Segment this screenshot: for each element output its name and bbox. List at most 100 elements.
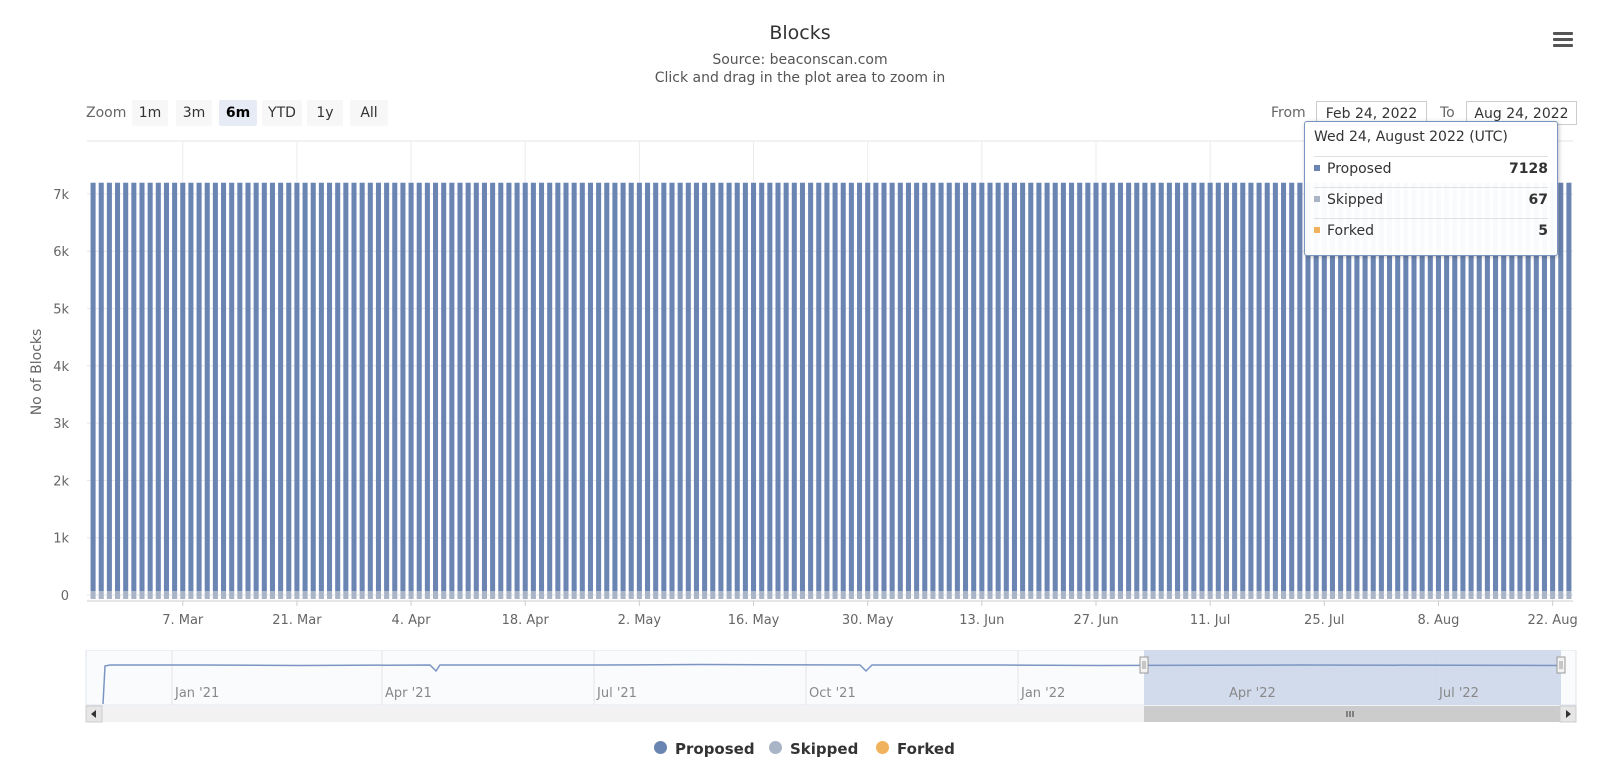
bar-skipped[interactable] bbox=[408, 591, 414, 599]
bar-proposed[interactable] bbox=[1044, 182, 1050, 592]
bar-proposed[interactable] bbox=[115, 182, 121, 592]
bar-proposed[interactable] bbox=[375, 182, 381, 592]
bar-proposed[interactable] bbox=[791, 182, 797, 592]
bar-proposed[interactable] bbox=[1191, 182, 1197, 592]
legend-item-forked[interactable]: Forked bbox=[876, 740, 955, 758]
bar-skipped[interactable] bbox=[245, 591, 251, 599]
bar-skipped[interactable] bbox=[522, 591, 528, 599]
bar-proposed[interactable] bbox=[1223, 182, 1229, 592]
bar-proposed[interactable] bbox=[1264, 182, 1270, 592]
bar-skipped[interactable] bbox=[1183, 591, 1189, 599]
bar-proposed[interactable] bbox=[229, 182, 235, 592]
bar-proposed[interactable] bbox=[987, 182, 993, 592]
bar-skipped[interactable] bbox=[1011, 591, 1017, 599]
bar-skipped[interactable] bbox=[1052, 591, 1058, 599]
bar-skipped[interactable] bbox=[335, 591, 341, 599]
bar-proposed[interactable] bbox=[1085, 182, 1091, 592]
bar-proposed[interactable] bbox=[799, 182, 805, 592]
bar-skipped[interactable] bbox=[367, 591, 373, 599]
bar-skipped[interactable] bbox=[1020, 591, 1026, 599]
bar-proposed[interactable] bbox=[1248, 182, 1254, 592]
bar-proposed[interactable] bbox=[636, 182, 642, 592]
bar-skipped[interactable] bbox=[1370, 591, 1376, 599]
bar-proposed[interactable] bbox=[294, 182, 300, 592]
bar-proposed[interactable] bbox=[677, 182, 683, 592]
bar-skipped[interactable] bbox=[229, 591, 235, 599]
bar-proposed[interactable] bbox=[751, 182, 757, 592]
bar-skipped[interactable] bbox=[620, 591, 626, 599]
bar-skipped[interactable] bbox=[465, 591, 471, 599]
bar-proposed[interactable] bbox=[1403, 182, 1409, 592]
bar-proposed[interactable] bbox=[506, 182, 512, 592]
bar-skipped[interactable] bbox=[1272, 591, 1278, 599]
bar-proposed[interactable] bbox=[433, 182, 439, 592]
bar-proposed[interactable] bbox=[612, 182, 618, 592]
bar-skipped[interactable] bbox=[1109, 591, 1115, 599]
bar-proposed[interactable] bbox=[1305, 182, 1311, 592]
bar-skipped[interactable] bbox=[139, 591, 145, 599]
bar-skipped[interactable] bbox=[1134, 591, 1140, 599]
bar-skipped[interactable] bbox=[147, 591, 153, 599]
bar-skipped[interactable] bbox=[897, 591, 903, 599]
bar-proposed[interactable] bbox=[1484, 182, 1490, 592]
bar-skipped[interactable] bbox=[392, 591, 398, 599]
bar-skipped[interactable] bbox=[98, 591, 104, 599]
bar-skipped[interactable] bbox=[954, 591, 960, 599]
bar-proposed[interactable] bbox=[416, 182, 422, 592]
bar-proposed[interactable] bbox=[710, 182, 716, 592]
bar-proposed[interactable] bbox=[481, 182, 487, 592]
bar-skipped[interactable] bbox=[1346, 591, 1352, 599]
bar-skipped[interactable] bbox=[1493, 591, 1499, 599]
bar-proposed[interactable] bbox=[424, 182, 430, 592]
bar-proposed[interactable] bbox=[1354, 182, 1360, 592]
bar-proposed[interactable] bbox=[1134, 182, 1140, 592]
arrow-right-icon[interactable] bbox=[1559, 705, 1577, 723]
bar-proposed[interactable] bbox=[914, 182, 920, 592]
bar-skipped[interactable] bbox=[979, 591, 985, 599]
bar-skipped[interactable] bbox=[343, 591, 349, 599]
bar-skipped[interactable] bbox=[832, 591, 838, 599]
bar-skipped[interactable] bbox=[563, 591, 569, 599]
bar-skipped[interactable] bbox=[1215, 591, 1221, 599]
bar-proposed[interactable] bbox=[1558, 182, 1564, 592]
bar-proposed[interactable] bbox=[212, 182, 218, 592]
bar-proposed[interactable] bbox=[172, 182, 178, 592]
bar-proposed[interactable] bbox=[783, 182, 789, 592]
bar-proposed[interactable] bbox=[808, 182, 814, 592]
bar-proposed[interactable] bbox=[938, 182, 944, 592]
legend-item-proposed[interactable]: Proposed bbox=[654, 740, 755, 758]
bar-skipped[interactable] bbox=[783, 591, 789, 599]
bar-skipped[interactable] bbox=[669, 591, 675, 599]
bar-skipped[interactable] bbox=[1387, 591, 1393, 599]
bar-skipped[interactable] bbox=[685, 591, 691, 599]
bar-skipped[interactable] bbox=[204, 591, 210, 599]
zoom-button-1y[interactable]: 1y bbox=[307, 100, 343, 126]
bar-skipped[interactable] bbox=[1435, 591, 1441, 599]
bar-proposed[interactable] bbox=[1069, 182, 1075, 592]
bar-proposed[interactable] bbox=[1444, 182, 1450, 592]
bar-skipped[interactable] bbox=[840, 591, 846, 599]
bar-skipped[interactable] bbox=[677, 591, 683, 599]
zoom-button-all[interactable]: All bbox=[350, 100, 388, 126]
bar-skipped[interactable] bbox=[172, 591, 178, 599]
bar-skipped[interactable] bbox=[318, 591, 324, 599]
bar-proposed[interactable] bbox=[1501, 182, 1507, 592]
bar-proposed[interactable] bbox=[1183, 182, 1189, 592]
bar-proposed[interactable] bbox=[775, 182, 781, 592]
bar-skipped[interactable] bbox=[1101, 591, 1107, 599]
bar-proposed[interactable] bbox=[1126, 182, 1132, 592]
bar-proposed[interactable] bbox=[163, 182, 169, 592]
bar-skipped[interactable] bbox=[808, 591, 814, 599]
bar-proposed[interactable] bbox=[1272, 182, 1278, 592]
bar-skipped[interactable] bbox=[579, 591, 585, 599]
bar-skipped[interactable] bbox=[90, 591, 96, 599]
bar-skipped[interactable] bbox=[1158, 591, 1164, 599]
bar-skipped[interactable] bbox=[1566, 591, 1572, 599]
bar-proposed[interactable] bbox=[946, 182, 952, 592]
bar-skipped[interactable] bbox=[702, 591, 708, 599]
bar-skipped[interactable] bbox=[905, 591, 911, 599]
bar-proposed[interactable] bbox=[147, 182, 153, 592]
bar-skipped[interactable] bbox=[645, 591, 651, 599]
hamburger-menu-icon[interactable] bbox=[1550, 28, 1576, 52]
bar-skipped[interactable] bbox=[930, 591, 936, 599]
